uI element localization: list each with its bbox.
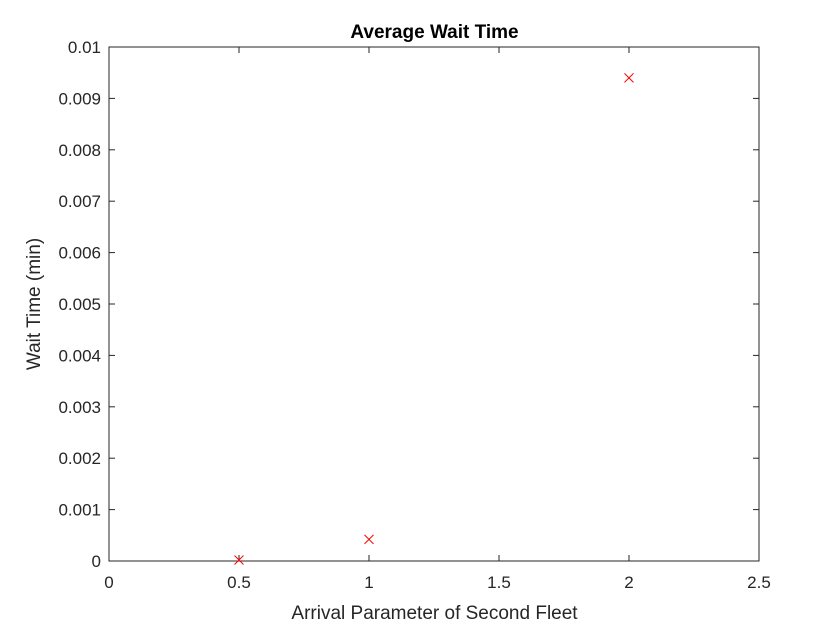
x-tick-label: 1 — [364, 573, 373, 592]
data-points — [234, 72, 634, 565]
x-tick-label: 0.5 — [227, 573, 251, 592]
y-tick-label: 0 — [92, 552, 101, 571]
y-tick-label: 0.006 — [58, 244, 101, 263]
x-axis-ticks: 0 0.5 1 1.5 2 2.5 — [104, 47, 771, 592]
data-point — [364, 534, 374, 545]
y-tick-label: 0.01 — [68, 38, 101, 57]
x-axis-label: Arrival Parameter of Second Fleet — [291, 603, 578, 624]
y-tick-label: 0.003 — [58, 398, 101, 417]
y-tick-label: 0.007 — [58, 192, 101, 211]
y-axis-label: Wait Time (min) — [24, 238, 45, 370]
y-tick-label: 0.004 — [58, 346, 101, 365]
axes-box — [108, 46, 760, 562]
plot-area — [108, 46, 760, 562]
data-point — [624, 72, 634, 83]
chart-title: Average Wait Time — [350, 22, 518, 43]
x-tick-label: 2 — [624, 573, 633, 592]
x-tick-label: 1.5 — [487, 573, 511, 592]
y-tick-label: 0.009 — [58, 89, 101, 108]
y-tick-label: 0.002 — [58, 449, 101, 468]
y-tick-label: 0.001 — [58, 501, 101, 520]
y-axis-ticks: 0 0.001 0.002 0.003 0.004 0.005 0.006 0.007 0.00… — [58, 38, 759, 571]
x-tick-label: 0 — [104, 573, 113, 592]
y-tick-label: 0.005 — [58, 295, 101, 314]
x-tick-label: 2.5 — [747, 573, 771, 592]
y-tick-label: 0.008 — [58, 141, 101, 160]
data-point — [234, 555, 244, 565]
